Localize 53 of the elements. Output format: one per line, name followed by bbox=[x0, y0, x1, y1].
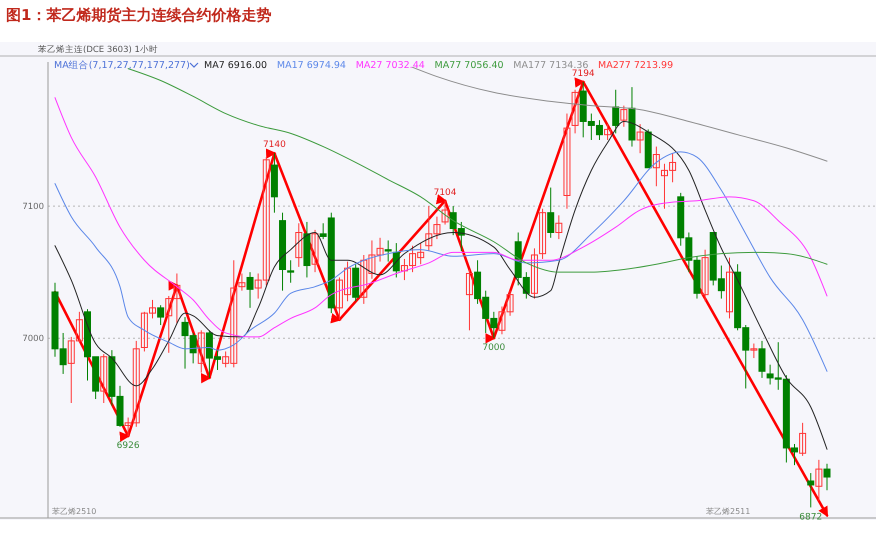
candlestick bbox=[100, 354, 108, 404]
annotation: 7000 bbox=[482, 343, 506, 354]
annotation: 7194 bbox=[572, 68, 595, 79]
annotation: 7104 bbox=[434, 188, 457, 198]
candlestick bbox=[750, 343, 758, 359]
legend-title: MA组合(7,17,27,77,177,277) bbox=[54, 59, 190, 71]
candlestick bbox=[157, 304, 164, 326]
legend-label: MA277 7213.99 bbox=[598, 60, 674, 71]
annotation: 7140 bbox=[262, 140, 286, 150]
chart-subtitle: 苯乙烯主连(DCE 3603) 1小时 bbox=[38, 44, 158, 55]
candlestick bbox=[312, 229, 319, 273]
annotation: 苯乙烯2511 bbox=[706, 507, 750, 516]
text: MA77 7056.40 bbox=[434, 60, 504, 71]
candlestick bbox=[392, 242, 400, 278]
annotation: 6926 bbox=[116, 441, 140, 452]
candlestick bbox=[799, 422, 806, 456]
candlestick bbox=[620, 105, 628, 128]
line-series bbox=[54, 151, 828, 372]
candlestick bbox=[758, 340, 766, 378]
candlestick bbox=[572, 89, 579, 134]
candlestick bbox=[815, 459, 822, 502]
line-series bbox=[54, 97, 828, 338]
candlestick bbox=[466, 269, 473, 331]
candlestick bbox=[702, 249, 709, 302]
candlestick bbox=[287, 260, 294, 284]
text: MA17 6974.94 bbox=[276, 60, 346, 71]
candlestick bbox=[295, 222, 302, 268]
candlestick bbox=[652, 146, 660, 187]
line-series bbox=[412, 66, 828, 162]
candlestick bbox=[547, 187, 554, 238]
text: MA7 6916.00 bbox=[204, 60, 268, 71]
annotation: 6872 bbox=[799, 512, 822, 522]
candlestick bbox=[539, 208, 546, 260]
candlestick bbox=[246, 272, 254, 308]
candlestick bbox=[604, 124, 612, 140]
candlestick bbox=[384, 240, 392, 262]
candlestick bbox=[563, 113, 570, 210]
text: MA177 7134.36 bbox=[513, 60, 588, 71]
candlestick bbox=[238, 272, 246, 292]
candlestick bbox=[636, 124, 644, 154]
candlestick bbox=[807, 472, 814, 508]
candlestick bbox=[726, 257, 733, 319]
candlestick bbox=[530, 248, 538, 300]
line-series bbox=[128, 68, 828, 273]
candlestick bbox=[442, 200, 449, 226]
annotation: 苯乙烯2510 bbox=[52, 507, 96, 516]
candlestick bbox=[612, 89, 620, 134]
y-tick-label: 7100 bbox=[22, 202, 44, 212]
chart-title: 图1：苯乙烯期货主力连续合约价格走势 bbox=[6, 6, 272, 24]
candlestick bbox=[824, 463, 830, 491]
candlestick bbox=[198, 330, 205, 374]
candlestick bbox=[555, 214, 562, 240]
text: MA27 7032.44 bbox=[356, 60, 425, 71]
